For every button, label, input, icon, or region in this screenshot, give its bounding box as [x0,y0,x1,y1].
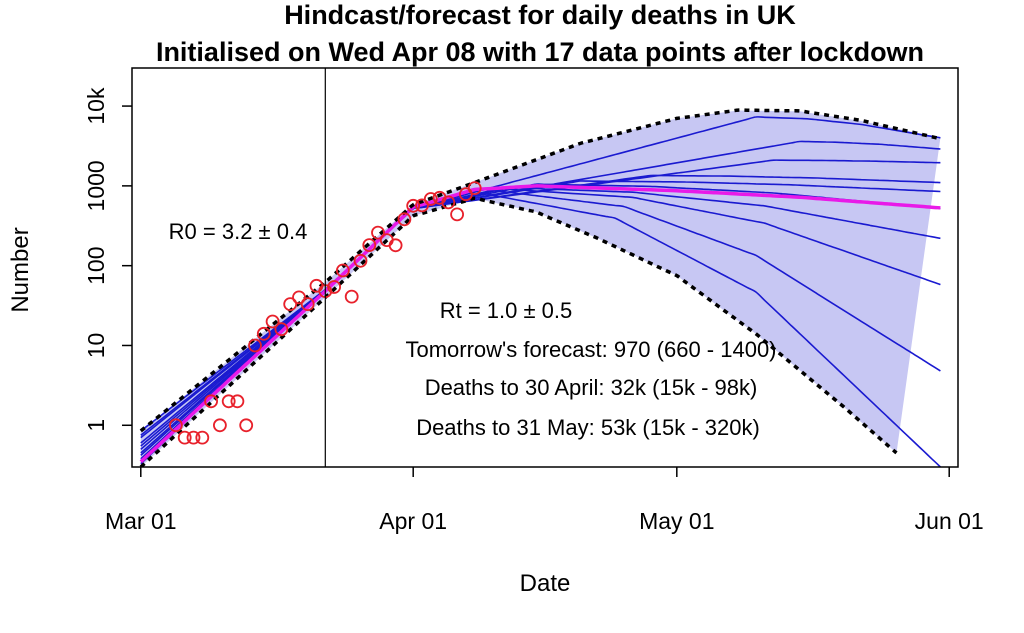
deaths-may-annotation: Deaths to 31 May: 53k (15k - 320k) [416,415,760,440]
upper-bound-line [139,108,941,433]
observed-point [230,394,245,409]
observed-point [265,314,280,329]
observed-point [212,418,227,433]
y-axis: 1 10 100 1000 10k [83,87,132,432]
y-axis-label: Number [7,227,34,312]
uncertainty-band [140,110,941,467]
deaths-april-annotation: Deaths to 30 April: 32k (15k - 98k) [425,375,758,400]
x-tick-label: Apr 01 [379,508,447,534]
observed-point [195,430,210,445]
observed-point [239,418,254,433]
observed-point [248,338,262,353]
rt-annotation: Rt = 1.0 ± 0.5 [440,298,573,323]
x-axis-label: Date [520,570,571,597]
x-axis: Mar 01 Apr 01 May 01 Jun 01 [105,467,984,534]
ensemble-line [140,116,941,432]
y-tick-label: 10k [83,87,109,125]
observed-point [362,238,377,253]
observed-point [204,394,219,409]
observed-point [327,280,342,294]
y-tick-label: 100 [83,246,109,284]
observed-points [168,181,482,445]
chart-title: Hindcast/forecast for daily deaths in UK [284,0,796,30]
median-forecast-line [139,184,941,463]
observed-point [256,326,271,341]
x-tick-label: Mar 01 [105,508,177,534]
observed-point [292,290,306,305]
observed-point [186,430,201,445]
observed-point [221,394,236,409]
y-tick-label: 1 [83,419,109,432]
observed-point [371,225,385,240]
observed-point [423,192,438,206]
observed-point [344,289,359,304]
tomorrow-forecast-annotation: Tomorrow's forecast: 970 (660 - 1400) [405,337,776,362]
observed-point [168,418,183,433]
observed-point [388,238,403,253]
plot-frame [131,67,959,468]
x-tick-label: May 01 [639,508,714,534]
observed-point [406,198,421,213]
lower-bound-line [139,196,898,467]
x-tick-label: Jun 01 [915,508,984,534]
observed-point [274,322,289,337]
observed-point [177,430,192,445]
observed-point [335,263,350,278]
observed-point [283,297,298,312]
y-tick-label: 10 [83,333,109,359]
observed-point [450,207,465,222]
r0-annotation: R0 = 3.2 ± 0.4 [169,219,308,244]
observed-point [397,212,412,227]
observed-point [353,253,368,268]
observed-point [415,198,429,213]
observed-point [300,297,315,312]
observed-point [467,181,482,196]
chart-subtitle: Initialised on Wed Apr 08 with 17 data p… [156,37,924,67]
y-tick-label: 1000 [83,160,109,211]
observed-point [441,195,456,210]
